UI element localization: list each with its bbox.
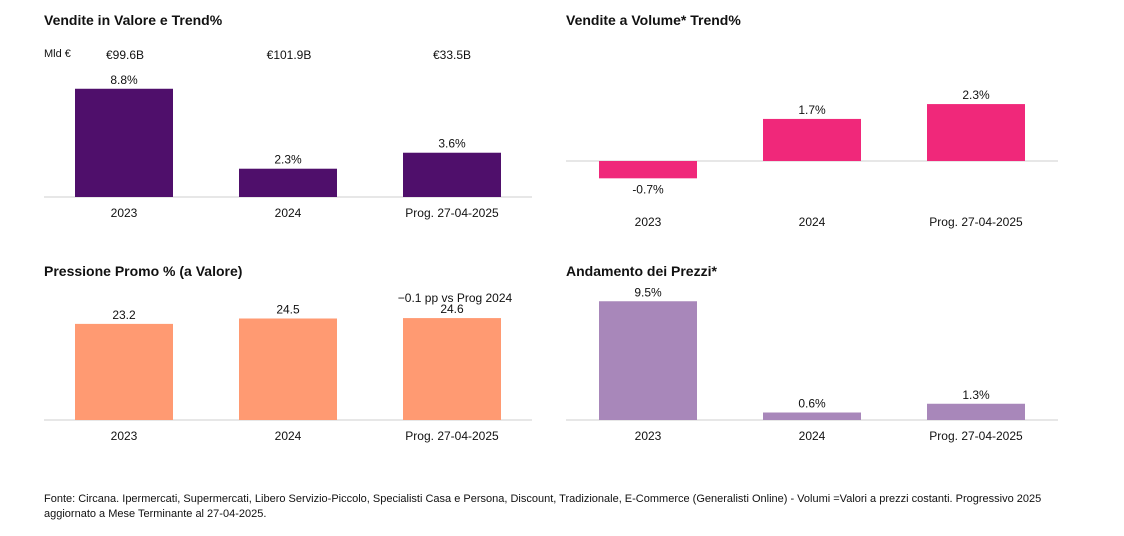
promo-bar-2024 xyxy=(239,318,337,420)
promo-category-label-2024: 2024 xyxy=(275,429,302,443)
volume-category-label-2024: 2024 xyxy=(799,215,826,229)
prezzi-category-label-2024: 2024 xyxy=(799,429,826,443)
unit-label-valore: Mld € xyxy=(44,48,71,60)
chart-title-promo: Pressione Promo % (a Valore) xyxy=(44,263,243,279)
chart-valore: 8.8% 2023 2.3% 2024 3.6% Prog. 27-04-2025 xyxy=(44,73,532,220)
volume-bar-2024 xyxy=(763,118,861,161)
chart-title-prezzi: Andamento dei Prezzi* xyxy=(566,263,717,279)
prezzi-category-label-2023: 2023 xyxy=(635,429,662,443)
promo-value-label-2023: 23.2 xyxy=(112,308,136,322)
promo-category-label-2023: 2023 xyxy=(111,429,138,443)
valore-category-label-2024: 2024 xyxy=(275,206,302,220)
chart-volume: -0.7% 2023 1.7% 2024 2.3% Prog. 27-04-2025 xyxy=(566,88,1058,229)
prezzi-bar-2024 xyxy=(763,412,861,420)
volume-bar-prog-27-04-2025 xyxy=(927,104,1025,161)
valore-bar-2024 xyxy=(239,168,337,197)
promo-bar-prog-27-04-2025 xyxy=(403,318,501,420)
valore-value-label-prog-27-04-2025: 3.6% xyxy=(438,137,466,151)
total-label-2024: €101.9B xyxy=(266,48,312,62)
volume-category-label-2023: 2023 xyxy=(635,215,662,229)
promo-note: −0.1 pp vs Prog 2024 xyxy=(397,291,513,305)
chart-title-volume: Vendite a Volume* Trend% xyxy=(566,12,741,28)
volume-value-label-2024: 1.7% xyxy=(798,103,826,117)
prezzi-bar-prog-27-04-2025 xyxy=(927,403,1025,420)
valore-value-label-2023: 8.8% xyxy=(110,73,138,87)
chart-promo: 23.2 2023 24.5 2024 24.6 Prog. 27-04-2025 xyxy=(44,302,532,443)
valore-category-label-prog-27-04-2025: Prog. 27-04-2025 xyxy=(405,206,499,220)
prezzi-category-label-prog-27-04-2025: Prog. 27-04-2025 xyxy=(929,429,1023,443)
volume-value-label-prog-27-04-2025: 2.3% xyxy=(962,88,990,102)
promo-category-label-prog-27-04-2025: Prog. 27-04-2025 xyxy=(405,429,499,443)
prezzi-bar-2023 xyxy=(599,301,697,420)
valore-bar-prog-27-04-2025 xyxy=(403,152,501,197)
prezzi-value-label-prog-27-04-2025: 1.3% xyxy=(962,388,990,402)
promo-bar-2023 xyxy=(75,323,173,420)
promo-value-label-2024: 24.5 xyxy=(276,303,300,317)
prezzi-value-label-2024: 0.6% xyxy=(798,397,826,411)
valore-value-label-2024: 2.3% xyxy=(274,153,302,167)
total-label-prog-2025: €33.5B xyxy=(432,48,472,62)
prezzi-value-label-2023: 9.5% xyxy=(634,285,662,299)
chart-prezzi: 9.5% 2023 0.6% 2024 1.3% Prog. 27-04-2025 xyxy=(566,285,1058,443)
footer-source-note: Fonte: Circana. Ipermercati, Supermercat… xyxy=(44,493,1042,520)
promo-value-label-prog-27-04-2025: 24.6 xyxy=(440,302,464,316)
valore-bar-2023 xyxy=(75,88,173,197)
volume-value-label-2023: -0.7% xyxy=(632,182,664,196)
valore-category-label-2023: 2023 xyxy=(111,206,138,220)
volume-bar-2023 xyxy=(599,161,697,179)
volume-category-label-prog-27-04-2025: Prog. 27-04-2025 xyxy=(929,215,1023,229)
total-label-2023: €99.6B xyxy=(105,48,145,62)
chart-title-valore: Vendite in Valore e Trend% xyxy=(44,12,223,28)
